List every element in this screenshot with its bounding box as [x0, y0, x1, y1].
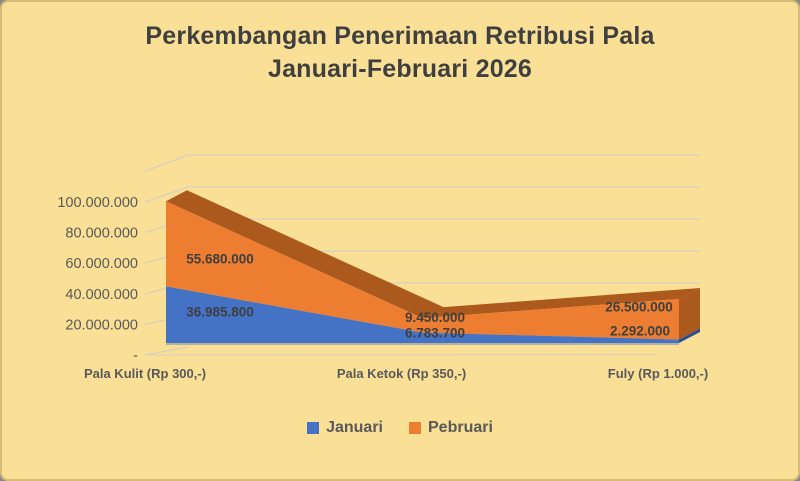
data-label-pebruari: 55.680.000 — [186, 252, 254, 267]
legend-label-pebruari: Pebruari — [428, 419, 493, 436]
series-pebruari-side-face — [679, 287, 700, 340]
y-axis-label: 80.000.000 — [65, 226, 138, 242]
series-januari-front-face — [166, 286, 679, 343]
y-axis-label: 40.000.000 — [65, 287, 138, 303]
x-axis-label: Pala Ketok (Rp 350,-) — [337, 366, 466, 381]
y-axis-label: 20.000.000 — [65, 317, 138, 333]
x-axis-label: Fuly (Rp 1.000,-) — [608, 366, 708, 381]
chart-title-line2: Januari-Februari 2026 — [267, 55, 533, 83]
data-label-januari: 2.292.000 — [610, 324, 670, 339]
data-label-januari: 36.985.800 — [186, 305, 254, 320]
y-axis-label: 60.000.000 — [65, 256, 138, 272]
data-label-pebruari: 26.500.000 — [605, 300, 673, 315]
legend-item-pebruari: Pebruari — [409, 419, 493, 437]
series-januari-side-face — [679, 328, 700, 343]
gridline-side-tick — [144, 346, 189, 356]
chart-title-line1: Perkembangan Penerimaan Retribusi Pala — [145, 22, 655, 50]
gridline-side-tick — [144, 154, 189, 173]
x-axis-label: Pala Kulit (Rp 300,-) — [84, 366, 206, 381]
data-label-januari: 6.783.700 — [405, 326, 465, 341]
legend-swatch-pebruari — [409, 422, 421, 434]
legend: Januari Pebruari — [2, 419, 798, 437]
legend-label-januari: Januari — [326, 419, 383, 436]
y-axis-label: 100.000.000 — [57, 195, 138, 211]
gridline-side-tick — [144, 186, 189, 203]
legend-swatch-januari — [307, 422, 320, 434]
data-label-pebruari: 9.450.000 — [405, 310, 465, 325]
legend-item-januari: Januari — [307, 419, 383, 437]
floor-edge — [144, 353, 658, 356]
y-axis-label: - — [133, 348, 138, 364]
chart-title: Perkembangan Penerimaan Retribusi Pala J… — [2, 20, 798, 86]
series-pebruari-front-face — [166, 201, 679, 340]
